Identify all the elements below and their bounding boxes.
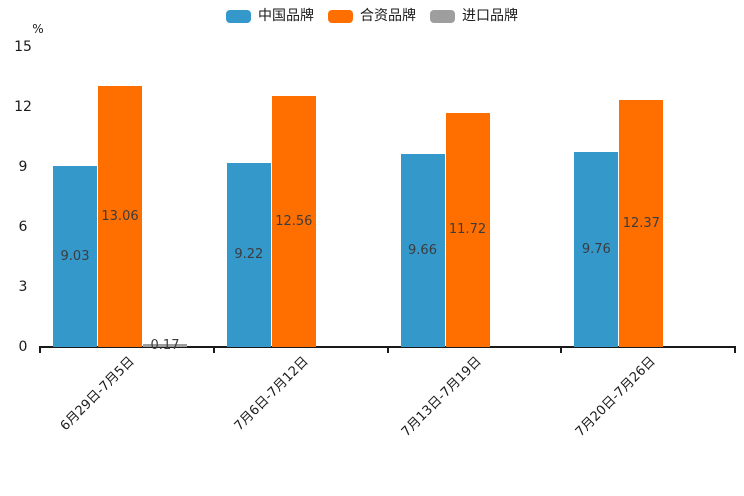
x-axis-category-label: 6月29日-7月5日 bbox=[57, 354, 138, 434]
bar-value-label: 9.22 bbox=[234, 247, 264, 262]
y-axis-tick-label: 0 bbox=[18, 339, 28, 355]
bar-series2-group0 bbox=[143, 344, 187, 347]
legend-label: 合资品牌 bbox=[360, 8, 416, 24]
y-axis-tick-label: 15 bbox=[14, 39, 32, 55]
legend-item-1[interactable]: 合资品牌 bbox=[328, 9, 416, 23]
legend-label: 进口品牌 bbox=[462, 8, 518, 24]
x-axis-tick bbox=[734, 347, 736, 353]
y-axis-tick-label: 3 bbox=[18, 279, 28, 295]
bar-value-label: 9.76 bbox=[581, 241, 611, 257]
bar-series1-group0 bbox=[98, 86, 142, 347]
bar-value-label: 12.37 bbox=[622, 215, 660, 231]
bar-value-label: 13.06 bbox=[101, 208, 139, 224]
x-axis-category-label: 7月20日-7月26日 bbox=[572, 354, 659, 440]
x-axis-category-label: 7月13日-7月19日 bbox=[399, 354, 485, 440]
bar-value-label: 9.66 bbox=[408, 242, 437, 258]
legend-item-0[interactable]: 中国品牌 bbox=[226, 9, 314, 23]
y-axis-tick-label: 6 bbox=[18, 219, 28, 235]
y-axis-unit-label: % bbox=[32, 22, 44, 36]
legend-swatch-icon bbox=[430, 9, 455, 23]
x-axis-tick bbox=[560, 347, 563, 353]
x-axis-tick bbox=[39, 347, 41, 353]
bar-series0-group3 bbox=[574, 152, 619, 347]
bar-series0-group0 bbox=[53, 166, 97, 347]
legend-label: 中国品牌 bbox=[258, 8, 314, 24]
bar-series1-group1 bbox=[271, 96, 316, 347]
bar-series0-group2 bbox=[400, 154, 445, 347]
bar-series1-group3 bbox=[619, 100, 664, 347]
bar-value-label: 11.72 bbox=[448, 222, 487, 237]
x-axis-tick bbox=[212, 347, 215, 353]
legend-swatch-icon bbox=[328, 9, 353, 23]
x-axis-tick bbox=[386, 347, 389, 353]
chart-legend: 中国品牌 合资品牌 进口品牌 bbox=[0, 9, 744, 23]
bar-value-label: 0.17 bbox=[150, 337, 180, 353]
y-axis-tick-label: 9 bbox=[18, 159, 28, 175]
bar-series1-group2 bbox=[445, 113, 490, 347]
legend-swatch-icon bbox=[226, 9, 251, 23]
y-axis-tick-label: 12 bbox=[14, 99, 32, 115]
legend-item-2[interactable]: 进口品牌 bbox=[430, 9, 518, 23]
bar-value-label: 9.03 bbox=[60, 248, 90, 264]
x-axis-category-label: 7月6日-7月12日 bbox=[231, 354, 312, 434]
bar-value-label: 12.56 bbox=[275, 213, 313, 229]
bar-series0-group1 bbox=[226, 163, 271, 347]
